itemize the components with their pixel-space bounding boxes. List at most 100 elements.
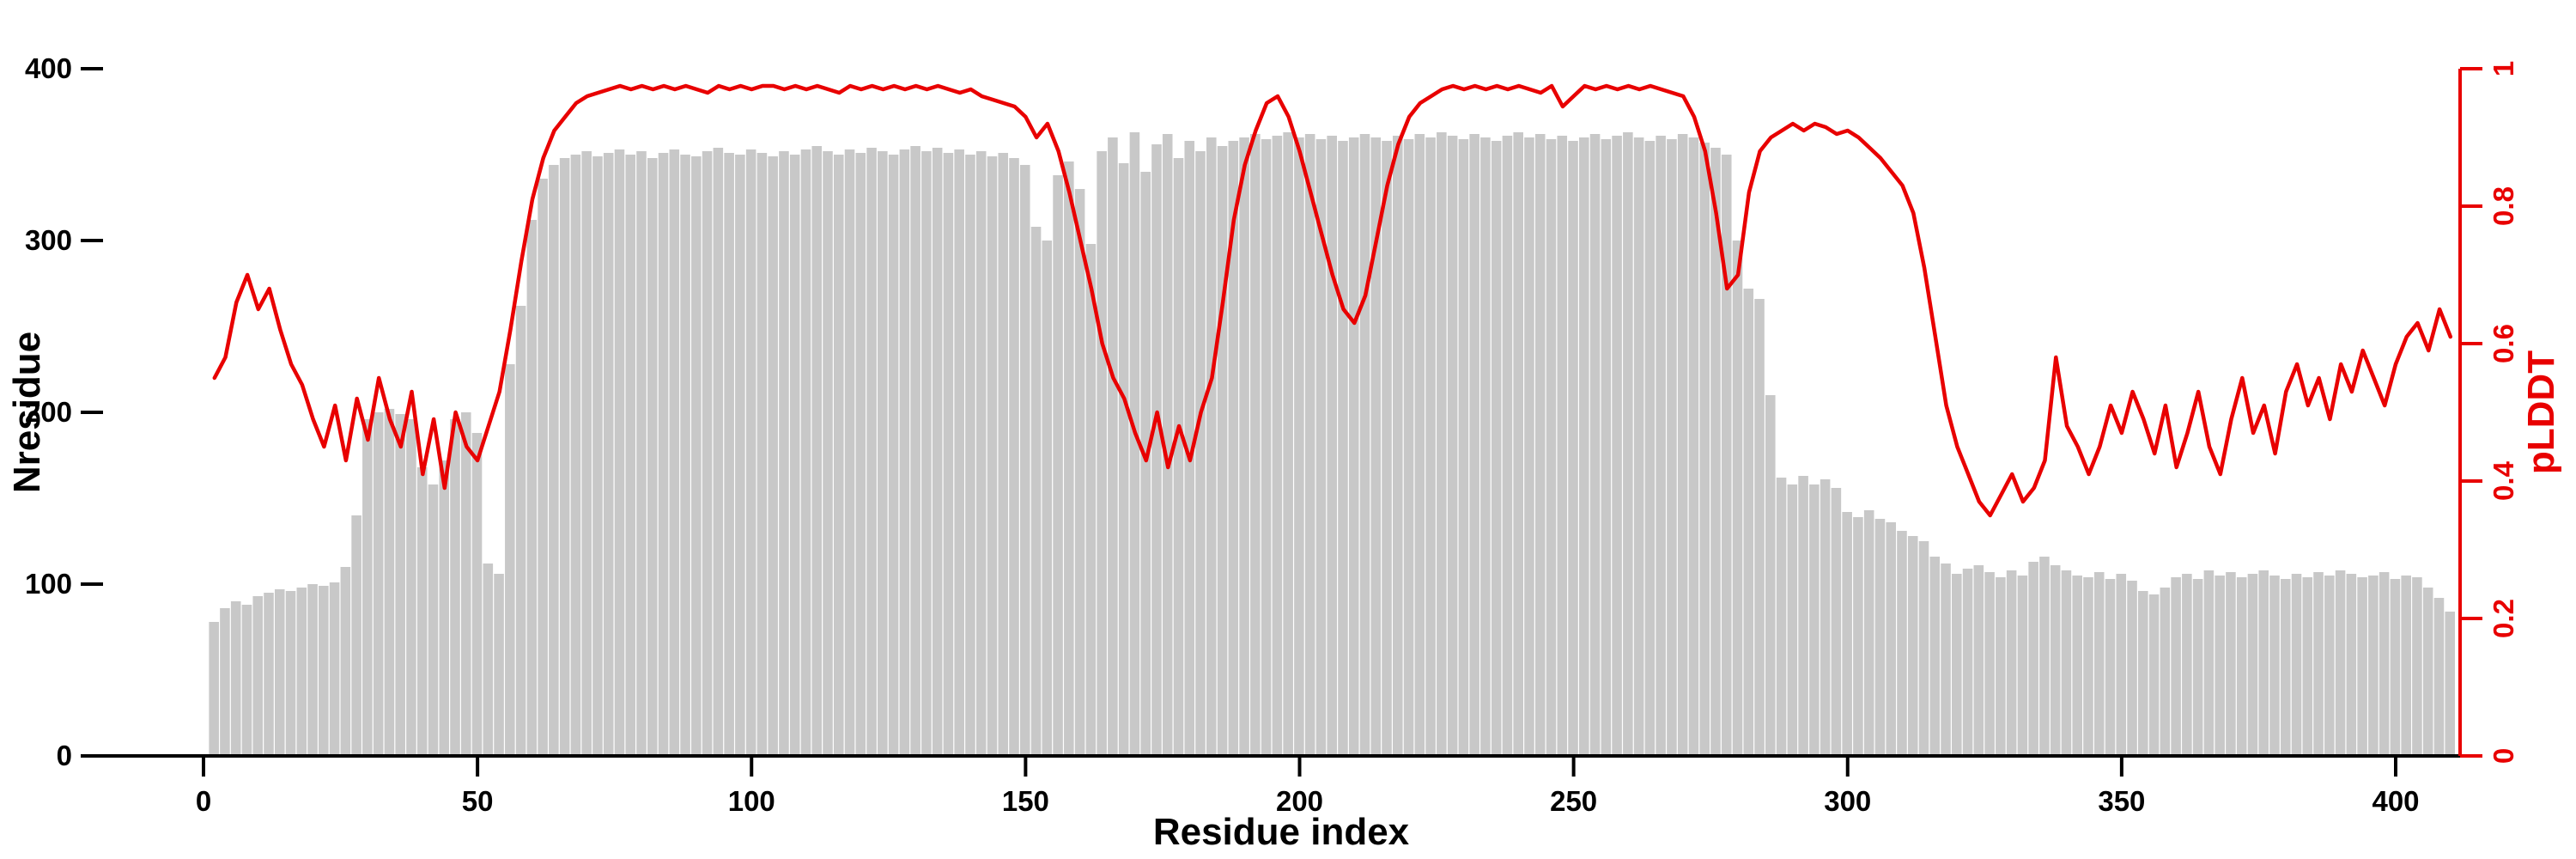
nresidue-bar [329, 582, 340, 756]
nresidue-bar [1513, 132, 1523, 756]
nresidue-bar [1842, 512, 1852, 756]
nresidue-bar [1710, 148, 1721, 756]
nresidue-bar [2269, 576, 2280, 756]
nresidue-bar [319, 586, 329, 756]
nresidue-bar [1304, 134, 1315, 756]
nresidue-bar [1677, 134, 1688, 756]
nresidue-bar [2390, 579, 2401, 756]
nresidue-bar [505, 364, 515, 756]
nresidue-bar [910, 146, 920, 756]
nresidue-bar [1853, 517, 1863, 756]
nresidue-bar [1667, 139, 1677, 756]
nresidue-bar [1173, 158, 1184, 756]
nresidue-bar [2083, 577, 2093, 756]
nresidue-bar [1151, 144, 1162, 756]
nresidue-bar [2291, 574, 2302, 756]
nresidue-bar [1886, 522, 1896, 756]
nresidue-bar [460, 412, 471, 756]
nresidue-bar [2127, 581, 2137, 756]
nresidue-bar [702, 151, 713, 756]
nresidue-bar [1721, 155, 1732, 756]
left-y-tick-label: 0 [57, 740, 72, 771]
nresidue-bar [756, 153, 768, 756]
nresidue-bar [779, 151, 789, 756]
nresidue-bar [1294, 137, 1304, 756]
nresidue-bar [1382, 141, 1392, 756]
nresidue-bar [823, 151, 833, 756]
nresidue-bar [1612, 136, 1622, 756]
nresidue-bar [1447, 136, 1458, 756]
nresidue-bar [921, 151, 932, 756]
nresidue-bar [384, 409, 395, 756]
nresidue-bar [975, 151, 987, 756]
nresidue-bar [2171, 577, 2181, 756]
nresidue-bar [1897, 531, 1907, 756]
nresidue-bar [1239, 137, 1249, 756]
nresidue-bar [2236, 577, 2247, 756]
nresidue-bar [439, 460, 450, 756]
nresidue-bar [559, 158, 570, 756]
nresidue-bar [1118, 163, 1129, 756]
nresidue-bar [2313, 572, 2324, 756]
nresidue-bar [351, 515, 361, 756]
nresidue-bar [2215, 576, 2225, 756]
nresidue-bar [1589, 134, 1601, 756]
nresidue-bar [416, 467, 428, 756]
nresidue-bar [483, 564, 494, 756]
nresidue-bar [2017, 576, 2028, 756]
nresidue-bar [1863, 510, 1874, 756]
nresidue-bar [264, 593, 274, 756]
nresidue-bar [1019, 165, 1030, 756]
right-y-tick-label: 0.6 [2488, 324, 2519, 363]
nresidue-bar [1962, 569, 1973, 756]
nresidue-bar [899, 149, 910, 756]
nresidue-bar [1206, 137, 1217, 756]
nresidue-bar [1743, 289, 1754, 756]
nresidue-bar [866, 148, 877, 756]
nresidue-bar [1129, 132, 1140, 756]
nresidue-bar [1929, 557, 1941, 756]
nresidue-bar [943, 153, 954, 756]
nresidue-bar [1393, 136, 1403, 756]
nresidue-bar [2105, 579, 2116, 756]
right-y-tick-label: 0.2 [2488, 599, 2519, 638]
nresidue-bar [669, 149, 680, 756]
nresidue-bar [2412, 577, 2422, 756]
nresidue-bar [1228, 141, 1239, 756]
nresidue-bar [1656, 136, 1666, 756]
nresidue-bar [800, 149, 811, 756]
nresidue-bar [340, 567, 351, 756]
right-y-tick-label: 1 [2488, 61, 2519, 76]
right-y-tick-label: 0 [2488, 748, 2519, 764]
nresidue-bar [636, 151, 647, 756]
left-y-axis-label: Nresidue [6, 332, 48, 493]
nresidue-bar [1776, 478, 1787, 756]
nresidue-bar [1524, 137, 1534, 756]
nresidue-bar [1195, 151, 1206, 756]
nresidue-bar [1009, 158, 1019, 756]
nresidue-bar [768, 156, 778, 756]
nresidue-bar [2182, 574, 2192, 756]
nresidue-bar [691, 156, 702, 756]
x-tick-label: 0 [196, 785, 211, 817]
nresidue-bar [1108, 137, 1118, 756]
nresidue-bar [395, 414, 405, 756]
x-tick-label: 200 [1276, 785, 1323, 817]
nresidue-bar [581, 151, 592, 756]
nresidue-bar [647, 158, 658, 756]
nresidue-bar [878, 151, 888, 756]
nresidue-bar [844, 149, 855, 756]
nresidue-bar [2433, 598, 2445, 756]
nresidue-bar [1283, 132, 1293, 756]
nresidue-bar [592, 156, 603, 756]
nresidue-bar [2346, 574, 2357, 756]
right-y-axis-label: pLDDT [2520, 350, 2562, 474]
nresidue-bar [1633, 137, 1644, 756]
nresidue-bar [2148, 594, 2160, 756]
nresidue-bar [625, 155, 636, 756]
nresidue-bar [1085, 244, 1097, 756]
x-tick-label: 250 [1550, 785, 1597, 817]
nresidue-bar [614, 149, 625, 756]
nresidue-bar [1502, 136, 1513, 756]
nresidue-bar [2039, 557, 2050, 756]
